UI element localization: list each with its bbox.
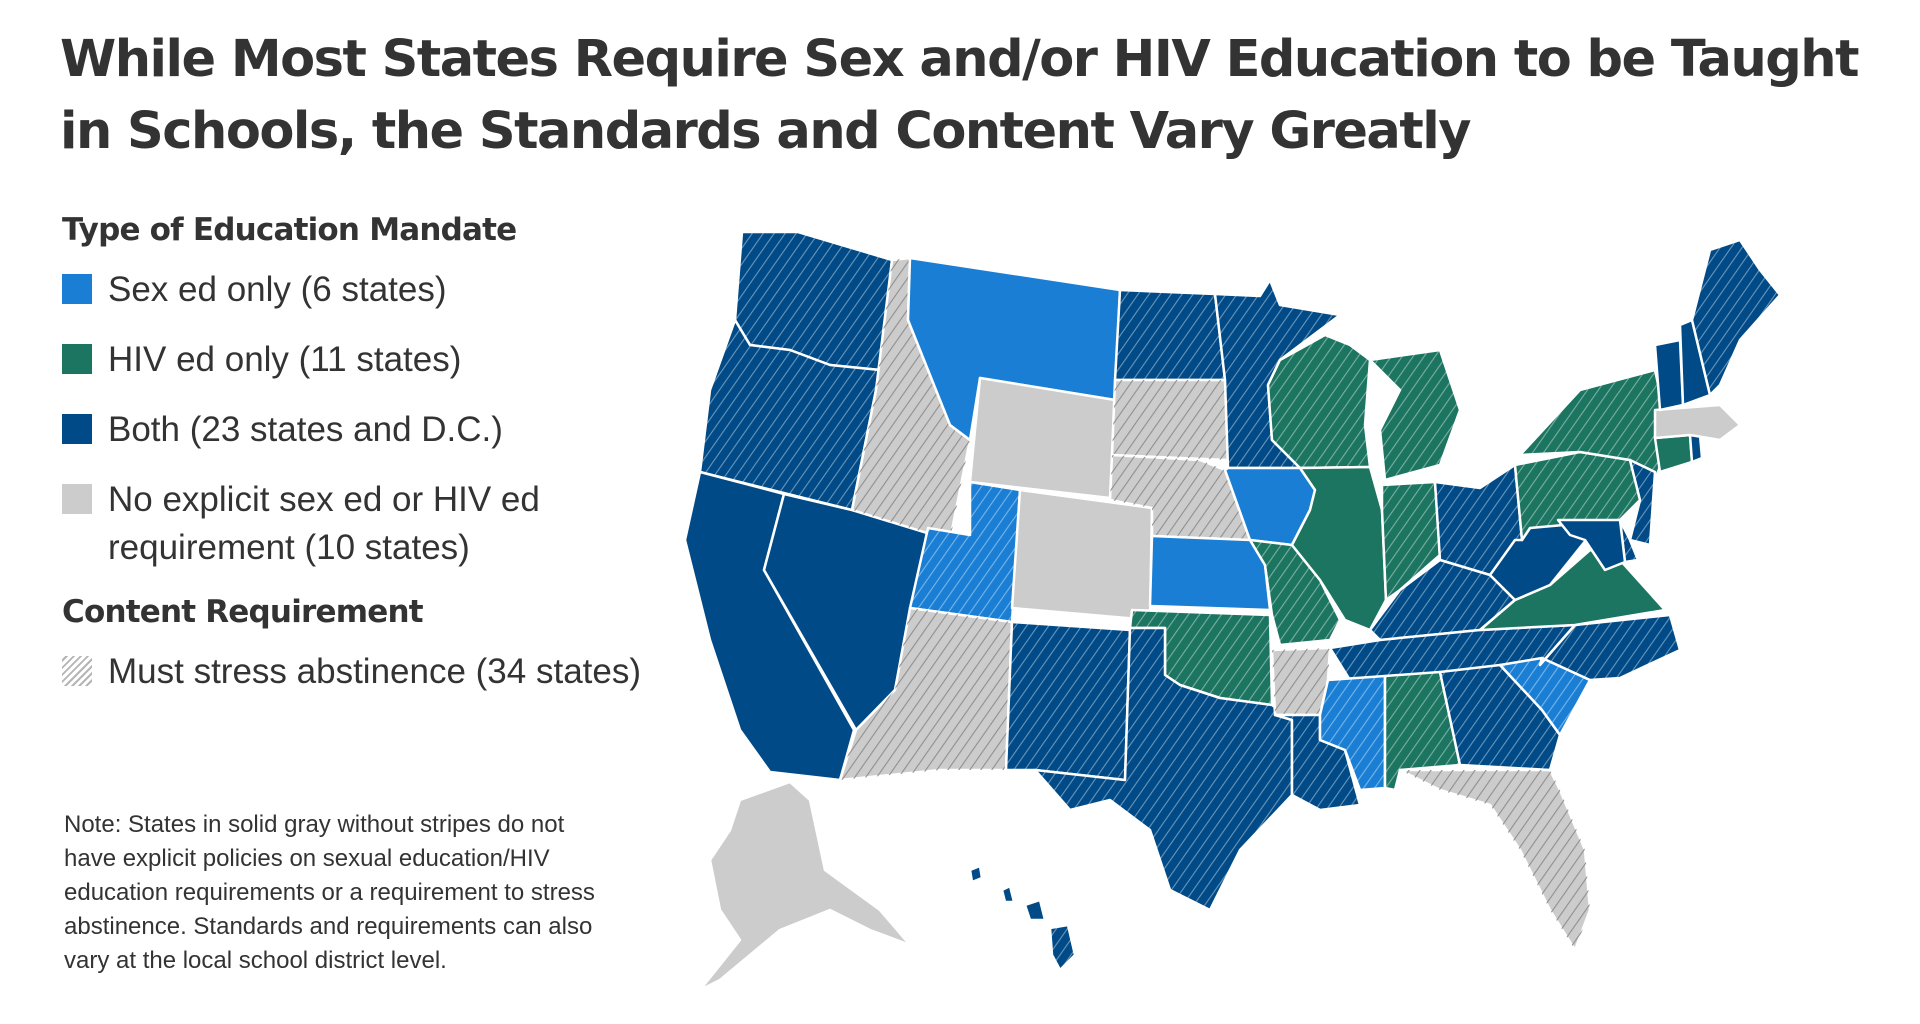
state-AR[interactable] xyxy=(1270,646,1332,717)
state-KS[interactable] xyxy=(1148,534,1272,612)
state-AL[interactable] xyxy=(1383,670,1462,792)
state-OR[interactable] xyxy=(698,318,882,512)
state-CO[interactable] xyxy=(1010,488,1154,622)
stripes-pattern-icon xyxy=(62,656,92,686)
state-GA[interactable] xyxy=(1438,663,1562,772)
legend: Type of Education Mandate Sex ed only (6… xyxy=(62,212,702,718)
state-NM[interactable] xyxy=(1004,620,1132,782)
state-FL[interactable] xyxy=(1398,768,1592,952)
state-VA[interactable] xyxy=(1478,548,1667,632)
state-WI[interactable] xyxy=(1266,333,1372,470)
state-HI[interactable] xyxy=(968,864,1077,972)
legend-item-hiv-ed-only: HIV ed only (11 states) xyxy=(62,336,702,384)
state-NY[interactable] xyxy=(1518,368,1672,482)
state-VT[interactable] xyxy=(1653,338,1685,412)
legend-label: Both (23 states and D.C.) xyxy=(108,410,503,449)
footnote: Note: States in solid gray without strip… xyxy=(64,811,595,974)
legend-label: HIV ed only (11 states) xyxy=(108,340,462,379)
legend-item-abstinence: Must stress abstinence (34 states) xyxy=(62,648,702,696)
us-map-svg xyxy=(683,230,1782,992)
swatch-both xyxy=(62,414,92,444)
state-RI[interactable] xyxy=(1688,433,1704,464)
state-LA[interactable] xyxy=(1273,713,1362,812)
state-ME[interactable] xyxy=(1690,238,1782,397)
legend-mandate-heading: Type of Education Mandate xyxy=(62,212,517,248)
legend-label: No explicit sex ed or HIV ed requirement… xyxy=(108,480,540,567)
state-MA[interactable] xyxy=(1653,403,1742,442)
state-CT[interactable] xyxy=(1653,433,1694,474)
state-AZ[interactable] xyxy=(838,606,1014,782)
swatch-hiv-ed-only xyxy=(62,344,92,374)
state-PA[interactable] xyxy=(1513,450,1642,542)
swatch-none xyxy=(62,484,92,514)
chart-title: While Most States Require Sex and/or HIV… xyxy=(60,30,1859,161)
legend-label: Must stress abstinence (34 states) xyxy=(108,652,641,691)
swatch-sex-ed-only xyxy=(62,274,92,304)
state-MS[interactable] xyxy=(1318,674,1387,792)
state-WY[interactable] xyxy=(968,376,1117,500)
state-WA[interactable] xyxy=(733,230,894,372)
legend-item-sex-ed-only: Sex ed only (6 states) xyxy=(62,266,702,314)
state-OH[interactable] xyxy=(1433,463,1524,577)
state-TX[interactable] xyxy=(1033,626,1294,912)
legend-item-both: Both (23 states and D.C.) xyxy=(62,406,702,454)
legend-item-none: No explicit sex ed or HIV ed requirement… xyxy=(62,476,702,572)
state-ND[interactable] xyxy=(1113,288,1227,382)
legend-label: Sex ed only (6 states) xyxy=(108,270,447,309)
state-NJ[interactable] xyxy=(1628,458,1657,547)
state-SC[interactable] xyxy=(1498,656,1592,737)
state-SD[interactable] xyxy=(1110,378,1230,462)
state-MD[interactable] xyxy=(1556,518,1627,572)
us-map xyxy=(680,210,1920,1010)
state-MI[interactable] xyxy=(1368,348,1462,482)
legend-content-heading: Content Requirement xyxy=(62,594,424,630)
state-AK[interactable] xyxy=(698,780,912,992)
legend-content-list: Must stress abstinence (34 states) xyxy=(62,648,702,696)
legend-mandate-list: Sex ed only (6 states) HIV ed only (11 s… xyxy=(62,266,702,572)
